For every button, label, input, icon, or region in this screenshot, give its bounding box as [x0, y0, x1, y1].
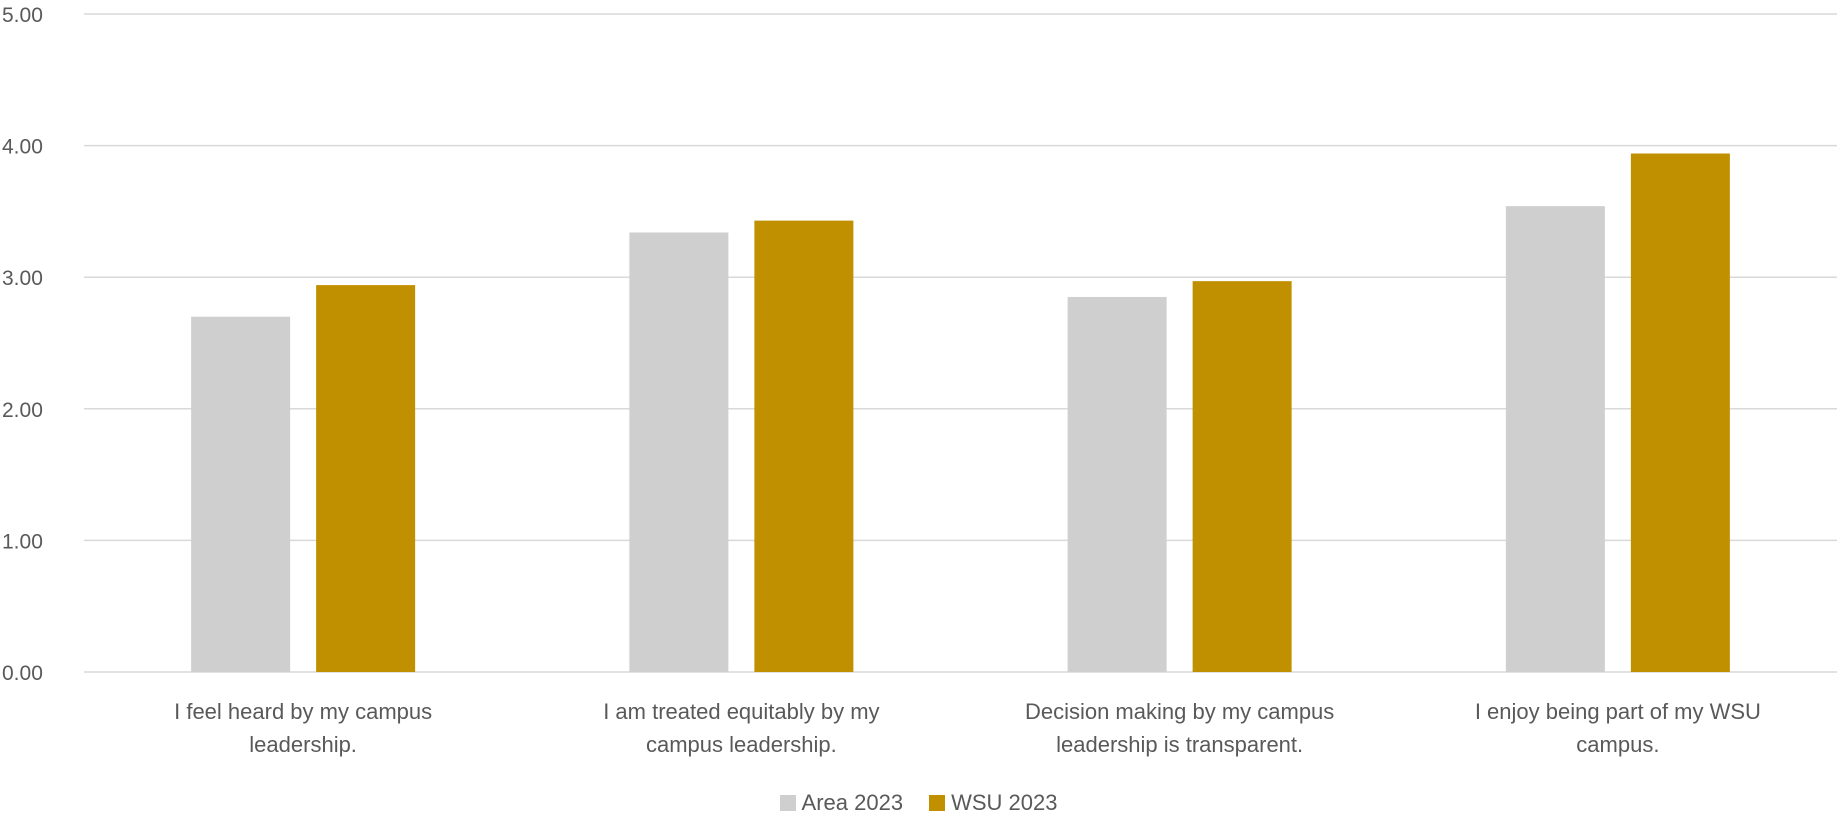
- bar-wsu-2023-2: [1192, 281, 1292, 672]
- y-tick-label: 3.00: [2, 267, 43, 290]
- y-tick-label: 4.00: [2, 136, 43, 159]
- legend-swatch-area-2023: [779, 795, 796, 811]
- legend-label-area-2023: Area 2023: [801, 790, 904, 815]
- legend-item-area-2023: Area 2023: [779, 790, 904, 816]
- legend: Area 2023 WSU 2023: [0, 790, 1837, 816]
- x-category-label: Decision making by my campus leadership i…: [1025, 699, 1334, 757]
- x-category-label-line: I feel heard by my campus: [174, 699, 432, 724]
- legend-swatch-wsu-2023: [929, 795, 946, 811]
- y-tick-label: 5.00: [2, 4, 43, 27]
- y-tick-label: 1.00: [2, 530, 43, 553]
- x-category-label-line: campus leadership.: [646, 732, 837, 757]
- x-category-label-line: leadership.: [249, 732, 357, 757]
- x-category-label: I feel heard by my campus leadership.: [174, 699, 432, 757]
- legend-label-wsu-2023: WSU 2023: [951, 790, 1058, 815]
- bar-wsu-2023-1: [754, 220, 854, 672]
- x-category-label: I enjoy being part of my WSU campus.: [1475, 699, 1761, 757]
- x-category-label-line: leadership is transparent.: [1056, 732, 1303, 757]
- x-category-label-line: campus.: [1576, 732, 1659, 757]
- bar-wsu-2023-0: [316, 285, 416, 672]
- bar-area-2023-0: [191, 316, 291, 672]
- x-category-label-line: I enjoy being part of my WSU: [1475, 699, 1761, 724]
- bar-wsu-2023-3: [1630, 153, 1730, 673]
- bar-area-2023-2: [1067, 296, 1167, 672]
- bar-area-2023-3: [1505, 206, 1605, 673]
- x-category-label-line: I am treated equitably by my: [603, 699, 879, 724]
- bar-area-2023-1: [629, 232, 729, 672]
- x-category-label-line: Decision making by my campus: [1025, 699, 1334, 724]
- x-category-label: I am treated equitably by my campus leade…: [603, 699, 879, 757]
- legend-item-wsu-2023: WSU 2023: [929, 790, 1057, 816]
- y-tick-label: 2.00: [2, 399, 43, 422]
- y-tick-label: 0.00: [2, 662, 43, 685]
